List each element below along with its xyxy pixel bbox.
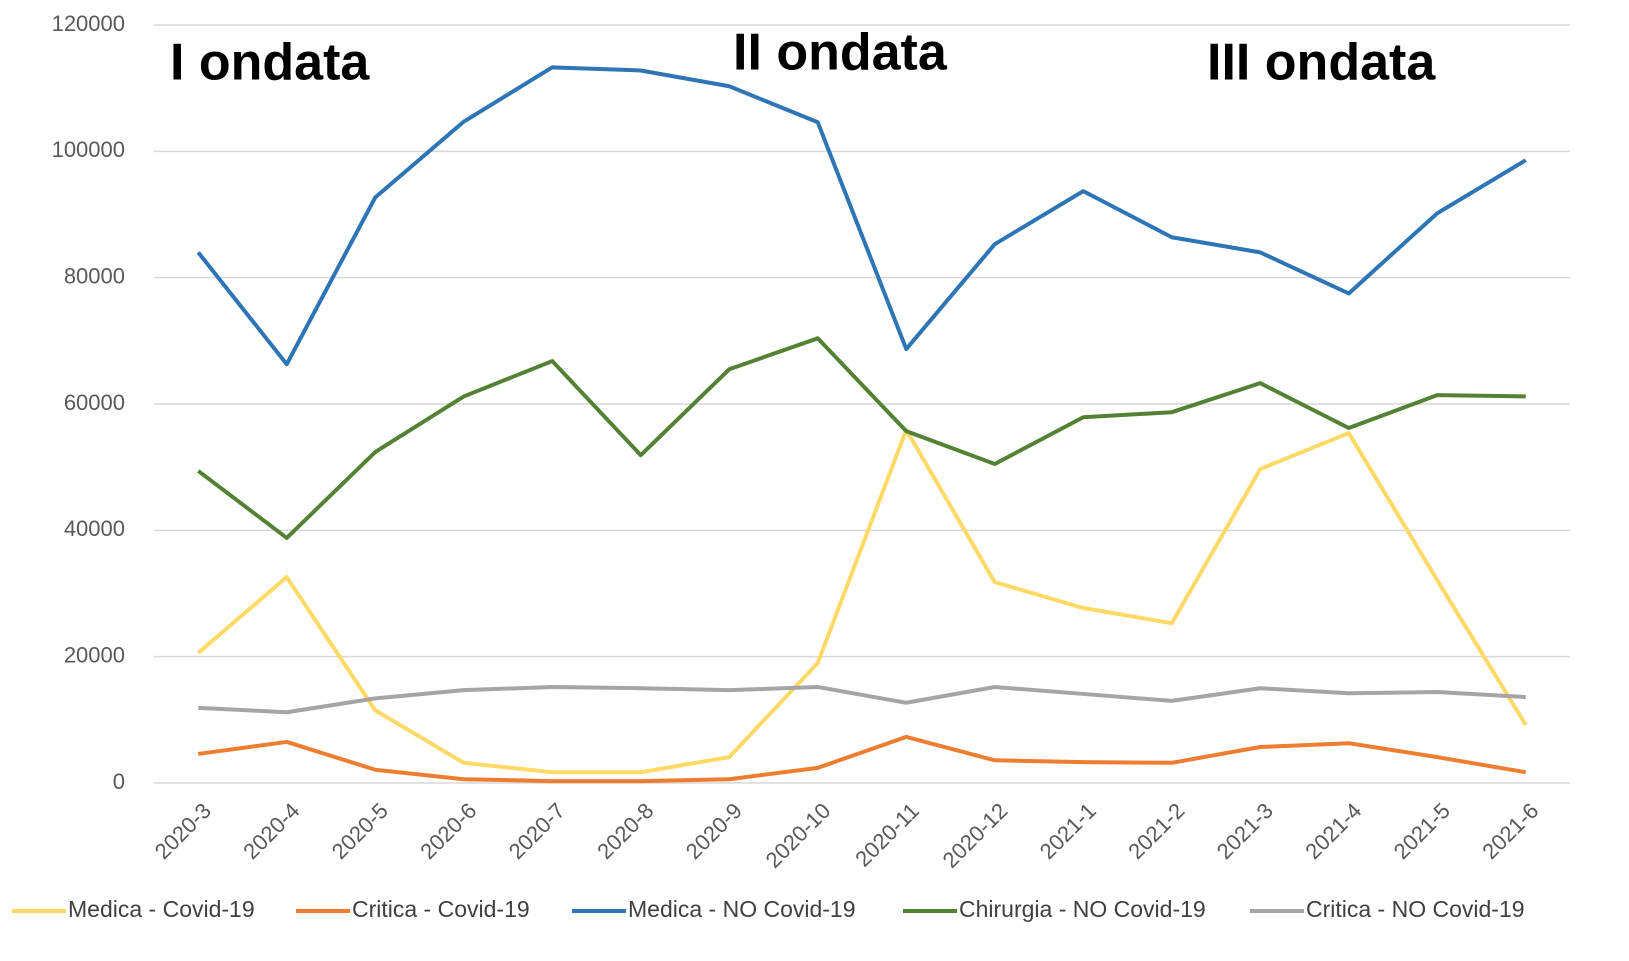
legend-label: Medica - Covid-19 (68, 896, 255, 922)
x-tick-label: 2020-7 (504, 798, 570, 864)
series-line (197, 336, 1526, 540)
x-tick-label: 2020-12 (938, 798, 1013, 873)
y-tick-label: 40000 (64, 516, 125, 541)
x-tick-label: 2021-1 (1035, 798, 1101, 864)
x-tick-label: 2021-5 (1389, 798, 1455, 864)
y-tick-label: 60000 (64, 390, 125, 415)
x-tick-label: 2020-3 (150, 798, 216, 864)
x-tick-label: 2021-6 (1477, 798, 1543, 864)
x-tick-label: 2020-6 (415, 798, 481, 864)
annotation: II ondata (733, 24, 948, 82)
annotation: III ondata (1207, 34, 1436, 92)
x-tick-label: 2020-5 (327, 798, 393, 864)
x-tick-label: 2020-8 (592, 798, 658, 864)
legend-label: Medica - NO Covid-19 (628, 896, 856, 922)
annotation: I ondata (170, 34, 370, 92)
series-line (197, 734, 1527, 784)
x-tick-label: 2021-3 (1212, 798, 1278, 864)
y-tick-label: 0 (113, 769, 125, 794)
x-tick-label: 2020-9 (681, 798, 747, 864)
y-tick-label: 100000 (52, 137, 125, 162)
x-tick-label: 2021-2 (1123, 798, 1189, 864)
legend-label: Critica - NO Covid-19 (1306, 896, 1525, 922)
y-tick-label: 20000 (64, 642, 125, 667)
x-tick-label: 2021-4 (1300, 798, 1366, 864)
x-tick-label: 2020-4 (238, 798, 304, 864)
y-tick-label: 120000 (52, 11, 125, 36)
series-line (196, 65, 1527, 367)
legend-label: Chirurgia - NO Covid-19 (959, 896, 1206, 922)
y-tick-label: 80000 (64, 263, 125, 288)
x-tick-label: 2020-11 (850, 798, 924, 872)
series-line (198, 684, 1526, 715)
legend-label: Critica - Covid-19 (352, 896, 530, 922)
x-tick-label: 2020-10 (761, 798, 836, 873)
series-line (196, 427, 1528, 775)
